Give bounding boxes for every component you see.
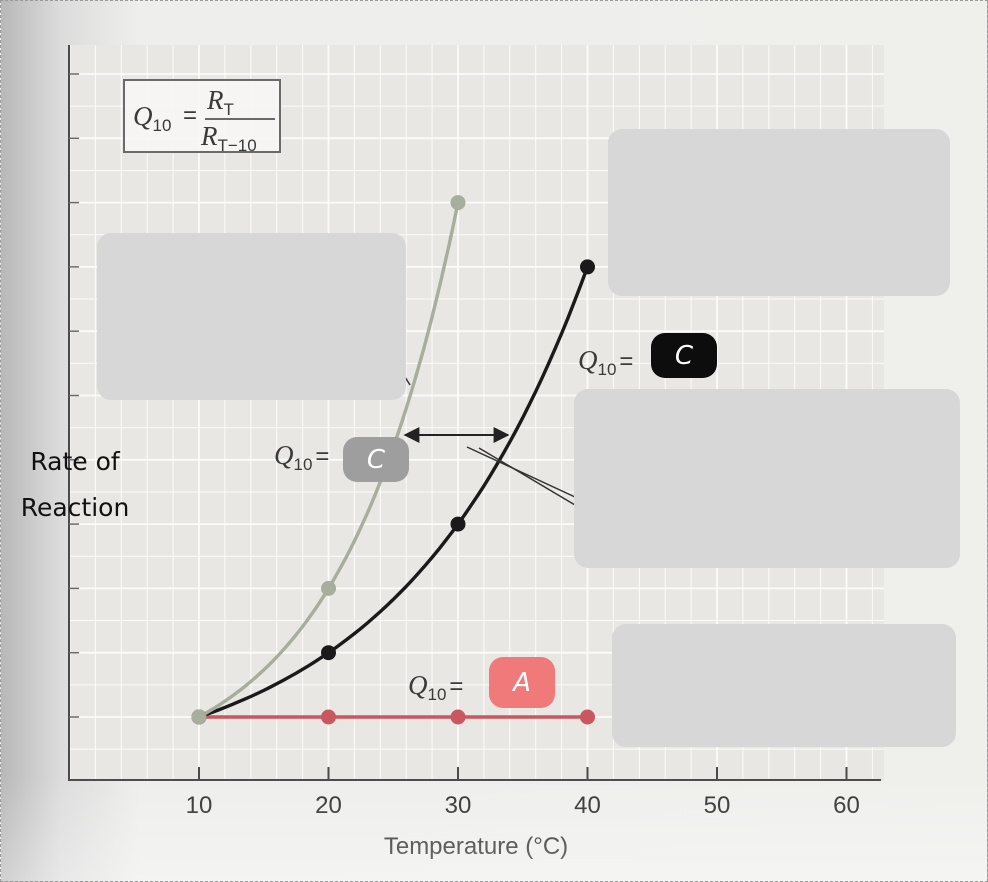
answer-pill-gray[interactable]: C: [343, 437, 409, 482]
data-point-1: [580, 259, 595, 275]
formula-box: Q10 = RT RT−10: [123, 79, 281, 153]
x-axis-title: Temperature (°C): [384, 833, 568, 860]
data-point-2: [450, 709, 466, 725]
formula-q-sub: 10: [153, 116, 172, 135]
q10-sub: 10: [294, 455, 313, 474]
q10-sub: 10: [598, 360, 617, 379]
data-point-2: [580, 709, 595, 725]
arrows: [403, 376, 576, 506]
y-axis-label: Rate of Reaction: [15, 439, 135, 531]
y-axis-label-line-1: Rate of: [30, 447, 120, 476]
x-tick-label: 10: [186, 792, 213, 819]
answer-pill-gray-text: C: [366, 444, 386, 475]
q10-label-0: Q10 =: [274, 440, 329, 474]
series-group: [191, 195, 595, 725]
data-point-0: [321, 580, 336, 596]
formula-equals: =: [183, 102, 197, 129]
series-line-1: [197, 265, 590, 719]
q10-prefix: Q: [408, 670, 428, 700]
q10-label-1: Q10 =: [578, 345, 633, 379]
svg-text:Q10: Q10: [133, 101, 171, 135]
data-point-1: [450, 516, 466, 532]
hidden-answer-box-3[interactable]: [574, 389, 960, 568]
data-point-0: [191, 709, 207, 725]
formula-num-sub: T: [224, 100, 234, 119]
formula-den-sub: T−10: [218, 136, 257, 153]
q10-eq: =: [619, 348, 633, 375]
annotation-group: Q10 =Q10 =Q10 =: [274, 345, 633, 704]
hidden-answer-box-4[interactable]: [612, 624, 956, 747]
y-axis-label-line-2: Reaction: [20, 493, 130, 522]
data-point-1: [321, 645, 336, 661]
x-tick-label: 30: [445, 792, 472, 819]
formula-num: R: [206, 85, 224, 115]
data-point-0: [450, 195, 466, 211]
hidden-answer-box-2[interactable]: [608, 129, 950, 296]
q10-eq: =: [315, 443, 329, 470]
q10-sub: 10: [428, 685, 447, 704]
pointer-line: [466, 446, 576, 498]
svg-text:RT: RT: [206, 85, 234, 119]
q10-prefix: Q: [274, 440, 294, 470]
x-tick-label: 20: [315, 792, 342, 819]
x-ticks: 10 20 30 40 50 60: [186, 767, 860, 819]
svg-text:RT−10: RT−10: [200, 121, 257, 153]
data-point-2: [321, 709, 336, 725]
x-tick-label: 40: [574, 792, 601, 819]
x-tick-label: 60: [833, 792, 860, 819]
q10-prefix: Q: [578, 345, 598, 375]
hidden-answer-box-1[interactable]: [97, 233, 406, 400]
pointer-line: [478, 447, 576, 506]
formula-q: Q: [133, 101, 153, 131]
x-tick-label: 50: [704, 792, 731, 819]
formula: Q10 = RT RT−10: [133, 85, 275, 153]
answer-pill-red-text: A: [513, 667, 531, 698]
q10-eq: =: [449, 673, 463, 700]
answer-pill-red[interactable]: A: [489, 657, 555, 708]
answer-pill-black-text: C: [674, 340, 694, 371]
answer-pill-black[interactable]: C: [651, 333, 717, 378]
formula-den: R: [200, 121, 218, 151]
axes: [68, 45, 881, 781]
q10-label-2: Q10 =: [408, 670, 463, 704]
